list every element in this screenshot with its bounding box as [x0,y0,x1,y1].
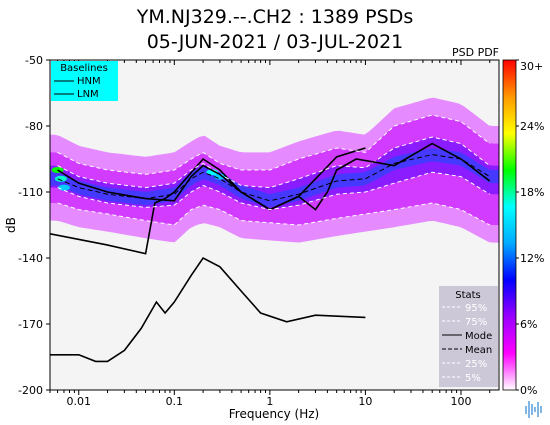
chart-title-line-2: 05-JUN-2021 / 03-JUL-2021 [146,31,404,53]
stats-legend-title: Stats [455,290,481,301]
pdf-hot-spot [206,169,219,176]
y-tick-label: -170 [18,318,43,331]
y-axis: -50 -80 -110 -140 -170 -200 [18,54,50,397]
series-layer [50,114,491,363]
colorbar-axis: 0% 6% 12% 18% 24% 30+ [516,59,544,397]
y-tick-label: -50 [25,54,43,67]
y-tick-label: -110 [18,186,43,199]
x-tick-label: 0.01 [67,395,92,408]
colorbar-tick-label: 0% [520,384,537,397]
colorbar-title: PSD PDF [452,46,500,59]
colorbar [502,59,517,391]
x-tick-label: 100 [450,395,471,408]
pdf-hot-spot [54,175,67,182]
series-line-5pct [57,202,490,226]
legend-hnm: HNM [77,76,101,87]
seismic-logo-icon [525,401,542,418]
x-tick-label: 1 [266,395,273,408]
pdf-hot-spot [57,184,70,191]
legend-mean: Mean [465,345,492,356]
colorbar-tick-label: 12% [520,252,544,265]
colorbar-tick-label: 24% [520,120,544,133]
x-axis: 0.01 0.1 1 10 100 [49,60,491,408]
series-line-75pct [57,136,491,189]
legend-25: 25% [465,359,487,370]
legend-95: 95% [465,303,487,314]
plot-frame [49,59,500,391]
x-axis-label: Frequency (Hz) [229,407,320,421]
series-line-95pct [57,114,491,175]
stats-legend: Stats 95% 75% Mode Mean 25% 5% [439,286,498,387]
y-tick-label: -140 [18,252,43,265]
series-line-lnm [50,256,366,363]
legend-5: 5% [465,373,481,384]
y-tick-label: -80 [25,120,43,133]
y-axis-label: dB [4,217,18,233]
y-tick-label: -200 [18,384,43,397]
x-tick-label: 0.1 [166,395,184,408]
legend-mode: Mode [465,331,492,342]
colorbar-tick-label: 18% [520,186,544,199]
legend-lnm: LNM [77,89,99,100]
colorbar-tick-label: 30+ [520,60,543,73]
baselines-legend-title: Baselines [60,63,108,74]
chart-title-line-1: YM.NJ329.--.CH2 : 1389 PSDs [136,6,414,28]
colorbar-tick-label: 6% [520,318,537,331]
pdf-band-core [50,148,499,208]
legend-75: 75% [465,317,487,328]
baselines-legend: Baselines HNM LNM [51,61,118,101]
x-tick-label: 10 [358,395,372,408]
pdf-density-layer [50,60,499,390]
series-line-25pct [57,171,490,211]
